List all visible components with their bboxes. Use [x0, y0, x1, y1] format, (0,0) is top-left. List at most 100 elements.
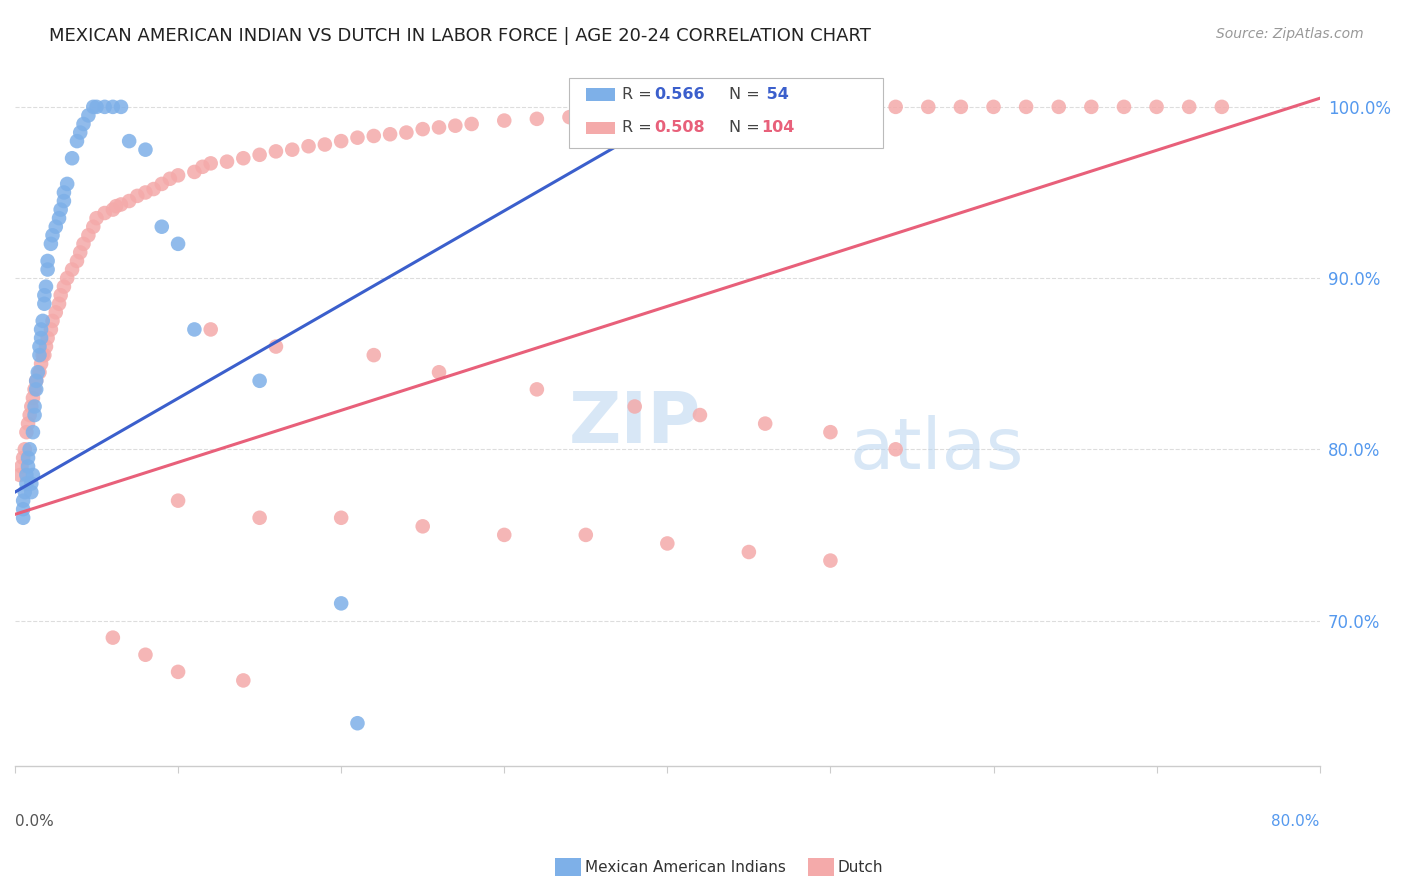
Point — [101, 202, 124, 217]
Point — [820, 553, 842, 567]
Point — [48, 211, 70, 226]
Point — [378, 128, 401, 142]
Point — [8, 467, 31, 482]
Point — [24, 408, 46, 422]
Point — [852, 100, 875, 114]
Point — [820, 100, 842, 114]
Point — [17, 450, 39, 465]
Point — [444, 119, 467, 133]
Point — [183, 322, 205, 336]
Point — [20, 476, 42, 491]
Point — [167, 169, 190, 183]
Point — [623, 106, 645, 120]
Point — [558, 110, 581, 124]
Point — [134, 648, 156, 662]
Point — [45, 219, 67, 234]
Text: Mexican American Indians: Mexican American Indians — [585, 861, 786, 875]
Point — [200, 322, 222, 336]
Point — [118, 194, 141, 208]
Text: R =: R = — [621, 120, 657, 136]
Text: 54: 54 — [761, 87, 789, 102]
Point — [623, 400, 645, 414]
Point — [30, 357, 52, 371]
Point — [330, 596, 353, 610]
Point — [25, 374, 48, 388]
Point — [526, 383, 548, 397]
Point — [10, 459, 32, 474]
Point — [82, 219, 104, 234]
Point — [72, 236, 94, 251]
Point — [35, 279, 58, 293]
Bar — [586, 121, 616, 135]
Point — [24, 400, 46, 414]
Point — [159, 171, 181, 186]
Point — [363, 348, 385, 362]
Point — [657, 105, 679, 120]
Point — [917, 100, 939, 114]
Point — [27, 365, 49, 379]
Point — [39, 236, 62, 251]
Point — [15, 467, 38, 482]
Point — [101, 100, 124, 114]
Point — [52, 279, 75, 293]
Point — [17, 459, 39, 474]
Point — [21, 425, 44, 439]
Point — [150, 219, 173, 234]
Point — [884, 442, 907, 457]
Point — [37, 331, 59, 345]
Point — [494, 528, 516, 542]
Point — [363, 128, 385, 143]
Point — [28, 348, 51, 362]
Point — [297, 139, 319, 153]
Point — [346, 130, 368, 145]
Point — [14, 442, 37, 457]
Point — [39, 322, 62, 336]
Point — [191, 160, 214, 174]
Point — [738, 545, 761, 559]
Point — [134, 143, 156, 157]
Point — [118, 134, 141, 148]
Text: 0.566: 0.566 — [654, 87, 704, 102]
Point — [49, 288, 72, 302]
Text: 104: 104 — [761, 120, 794, 136]
Point — [249, 510, 271, 524]
Point — [330, 510, 353, 524]
Point — [754, 417, 776, 431]
Point — [60, 151, 83, 165]
Text: atlas: atlas — [849, 415, 1024, 483]
Point — [66, 254, 89, 268]
Point — [167, 493, 190, 508]
Point — [1047, 100, 1070, 114]
Point — [15, 425, 38, 439]
Point — [346, 716, 368, 731]
Point — [17, 417, 39, 431]
Point — [150, 177, 173, 191]
Point — [11, 493, 34, 508]
Point — [93, 100, 115, 114]
Point — [34, 288, 56, 302]
Point — [167, 665, 190, 679]
Point — [11, 510, 34, 524]
Point — [689, 408, 711, 422]
Point — [591, 108, 613, 122]
Point — [31, 348, 53, 362]
Point — [1015, 100, 1038, 114]
Text: 0.508: 0.508 — [654, 120, 704, 136]
Point — [28, 365, 51, 379]
Point — [20, 400, 42, 414]
Point — [72, 117, 94, 131]
Point — [330, 134, 353, 148]
Point — [657, 536, 679, 550]
Point — [754, 100, 776, 114]
Point — [1178, 100, 1201, 114]
Point — [460, 117, 482, 131]
Point — [41, 314, 63, 328]
Point — [15, 476, 38, 491]
Point — [28, 340, 51, 354]
Point — [86, 100, 108, 114]
Point — [281, 143, 304, 157]
Point — [232, 151, 254, 165]
Point — [983, 100, 1005, 114]
Point — [200, 156, 222, 170]
Point — [575, 528, 598, 542]
